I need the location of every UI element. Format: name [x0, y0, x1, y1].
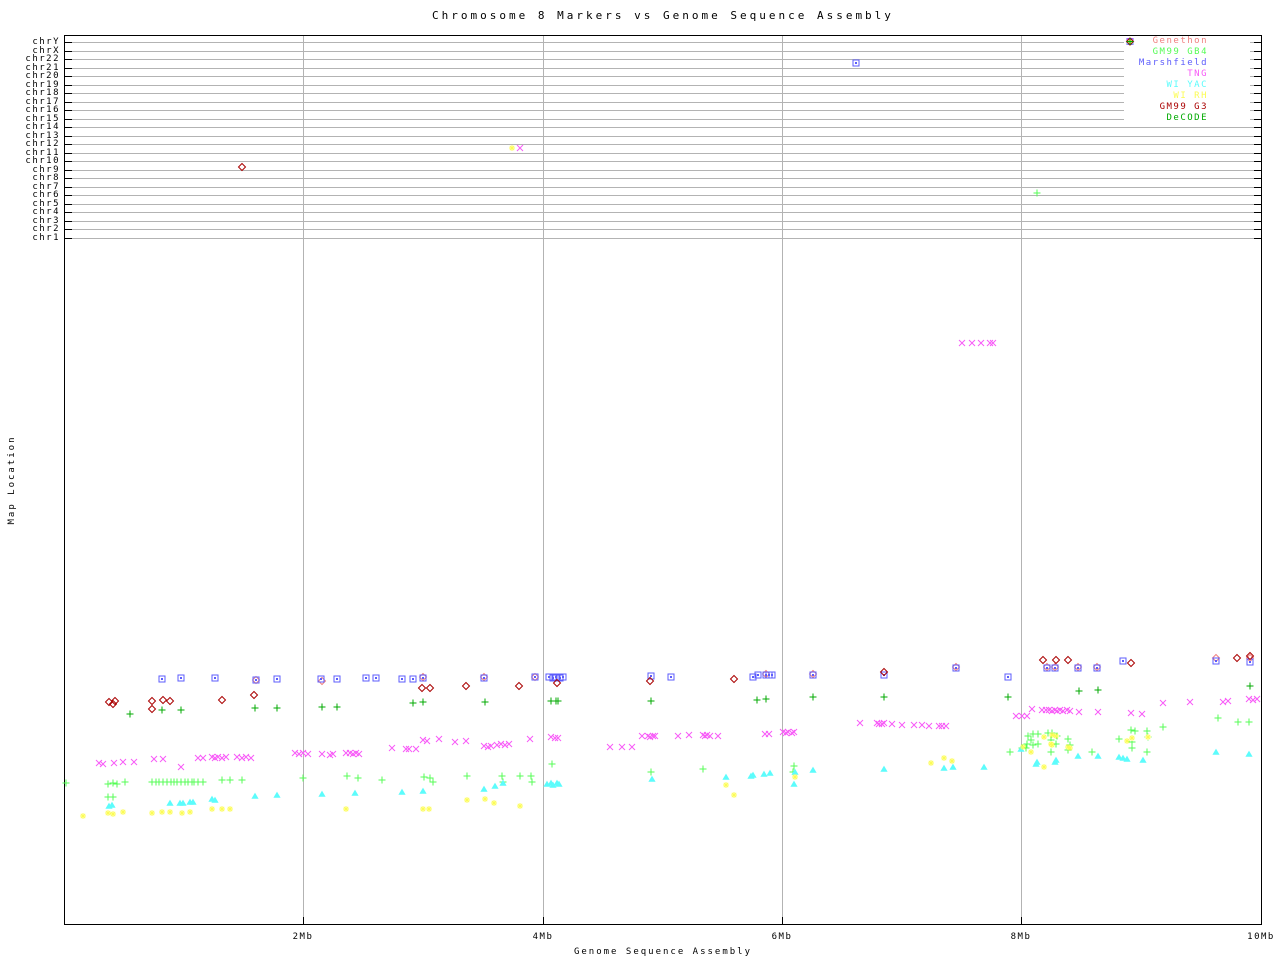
y-tick-label-chrY: chrY	[32, 37, 60, 47]
y-tick-label-chr2: chr2	[32, 224, 60, 234]
y-tick-label-chr14: chr14	[25, 122, 60, 132]
x-tick-label-2Mb: 2Mb	[292, 932, 314, 942]
series-gm99-g3	[104, 162, 1255, 714]
y-tick-label-chr7: chr7	[32, 182, 60, 192]
legend-label: WI RH	[1173, 91, 1208, 101]
legend-label: GM99 GB4	[1152, 47, 1208, 57]
y-tick-label-chr19: chr19	[25, 80, 60, 90]
x-tick-label-4Mb: 4Mb	[532, 932, 554, 942]
legend-item-genethon: Genethon	[1124, 36, 1250, 47]
chart-title: Chromosome 8 Markers vs Genome Sequence …	[432, 9, 894, 22]
y-tick-label-chr20: chr20	[25, 71, 60, 81]
y-tick-label-chr8: chr8	[32, 173, 60, 183]
legend-label: TNG	[1187, 69, 1208, 79]
plot-border	[64, 35, 1262, 925]
x-tick-label-6Mb: 6Mb	[771, 932, 793, 942]
legend-label: DeCODE	[1166, 113, 1208, 123]
y-tick-label-chr11: chr11	[25, 148, 60, 158]
legend-label: GM99 G3	[1159, 102, 1208, 112]
legend-item-tng: TNG	[1124, 38, 1250, 80]
y-tick-label-chr12: chr12	[25, 139, 60, 149]
legend-item-decode: DeCODE	[1124, 38, 1250, 124]
y-tick-label-chr15: chr15	[25, 114, 60, 124]
y-tick-label-chr10: chr10	[25, 156, 60, 166]
y-axis-label: Map Location	[7, 435, 17, 525]
y-tick-label-chr9: chr9	[32, 165, 60, 175]
y-tick-label-chr13: chr13	[25, 131, 60, 141]
series-wi-yac	[105, 745, 1253, 809]
legend-item-wi-rh: WI RH	[1124, 38, 1250, 102]
x-tick-label-8Mb: 8Mb	[1010, 932, 1032, 942]
legend-item-marshfield: Marshfield	[1124, 38, 1250, 69]
y-tick-label-chr21: chr21	[25, 63, 60, 73]
x-axis-label: Genome Sequence Assembly	[573, 947, 753, 957]
x-tick-label-10Mb: 10Mb	[1247, 932, 1275, 942]
series-gm99-gb4	[62, 189, 1253, 801]
legend-item-gm99-gb4: GM99 GB4	[1124, 38, 1250, 58]
series-marshfield	[158, 59, 1254, 684]
legend-item-gm99-g3: GM99 G3	[1124, 37, 1250, 113]
y-tick-label-chr5: chr5	[32, 199, 60, 209]
y-tick-label-chr3: chr3	[32, 216, 60, 226]
y-tick-label-chr6: chr6	[32, 190, 60, 200]
y-tick-label-chr22: chr22	[25, 54, 60, 64]
legend: Genethon GM99 GB4 Marshfield TNG WI YAC WI RH…	[1124, 36, 1250, 124]
y-tick-label-chr18: chr18	[25, 88, 60, 98]
legend-label: WI YAC	[1166, 80, 1208, 90]
y-tick-label-chr16: chr16	[25, 105, 60, 115]
y-tick-label-chr4: chr4	[32, 207, 60, 217]
legend-label: Genethon	[1152, 36, 1208, 46]
series-decode	[126, 682, 1254, 718]
legend-item-wi-yac: WI YAC	[1124, 38, 1250, 91]
gridlines	[64, 35, 1262, 925]
y-tick-label-chr17: chr17	[25, 97, 60, 107]
series-tng	[95, 144, 1261, 771]
legend-label: Marshfield	[1138, 58, 1208, 68]
axis-ticks	[64, 42, 1262, 925]
y-tick-label-chr1: chr1	[32, 233, 60, 243]
y-tick-label-chrX: chrX	[32, 46, 60, 56]
series-wi-rh	[80, 145, 1151, 819]
